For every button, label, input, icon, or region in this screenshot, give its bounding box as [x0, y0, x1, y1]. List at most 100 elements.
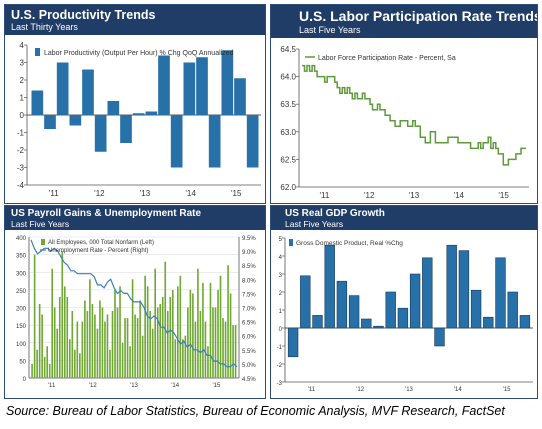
payroll-bar — [74, 349, 76, 378]
payroll-bar — [144, 275, 146, 378]
productivity-bar — [170, 115, 183, 168]
payroll-bar — [48, 363, 51, 378]
participation-chart: 62.0 62.5 63.0 63.5 64.0 64.5 '11 '12 '13 '14 '15 L… — [280, 45, 529, 200]
x-tick-label: '14 — [454, 387, 462, 393]
payroll-bar — [202, 282, 204, 378]
payroll-bar — [36, 349, 38, 378]
payroll-bar — [199, 311, 202, 378]
panel-header: US Real GDP Growth Last Five Years — [271, 206, 537, 230]
payroll-bar — [46, 346, 48, 378]
productivity-bar — [31, 90, 44, 115]
x-tick-label: '13 — [130, 383, 138, 389]
payroll-bar — [126, 318, 129, 378]
payroll-bar — [212, 307, 214, 378]
y-tick-label: -1 — [277, 345, 283, 351]
gdp-bar — [483, 316, 494, 329]
x-tick-label: '14 — [454, 191, 465, 200]
payroll-bar — [86, 311, 89, 378]
productivity-bar — [221, 50, 234, 115]
y-tick-label: 9.5% — [242, 236, 256, 242]
y-tick-label: 250 — [16, 289, 27, 295]
payroll-bar — [111, 311, 114, 378]
payroll-bar — [136, 318, 139, 378]
productivity-bar — [145, 111, 158, 115]
y-tick-label: 9.0% — [242, 250, 256, 256]
payroll-bar — [43, 356, 46, 378]
x-tick-label: '14 — [185, 189, 196, 198]
payroll-bar — [209, 282, 212, 378]
panel-header: US Payroll Gains & Unemployment Rate Las… — [5, 206, 265, 230]
productivity-bar — [56, 62, 69, 115]
y-tick-label: 3 — [279, 273, 283, 279]
productivity-bar — [196, 57, 208, 115]
gdp-bar — [495, 257, 506, 329]
gdp-chart: -3 -2 -1 0 1 2 3 4 5 '11 '12 '13 '14 '15 Gross Domesti… — [277, 237, 533, 393]
productivity-bar — [69, 115, 82, 126]
legend-swatch — [289, 239, 293, 246]
y-tick-label: 4 — [20, 41, 25, 50]
x-tick-label: '11 — [319, 191, 329, 200]
y-tick-label: 8.0% — [242, 278, 256, 284]
payroll-bar — [71, 311, 74, 378]
payroll-bar — [94, 314, 96, 378]
gdp-bar — [300, 275, 311, 329]
source-note: Source: Bureau of Labor Statistics, Bure… — [6, 404, 505, 418]
payroll-bar — [121, 342, 124, 378]
payroll-bar — [41, 314, 43, 378]
gdp-bar — [446, 244, 457, 329]
payroll-bar — [114, 289, 116, 378]
payroll-bar — [189, 289, 192, 378]
payroll-bar — [164, 261, 167, 378]
payroll-bar — [217, 289, 219, 378]
y-tick-label: -1 — [17, 129, 25, 138]
y-tick-label: 8.5% — [242, 264, 256, 270]
payroll-bar — [139, 300, 141, 378]
payroll-bar — [129, 346, 131, 378]
gdp-bar — [324, 244, 335, 329]
y-tick-label: 7.0% — [242, 307, 256, 313]
gdp-bar — [348, 295, 360, 329]
payroll-bar — [174, 339, 177, 378]
payroll-bar — [106, 314, 109, 378]
payroll-bar — [31, 363, 33, 378]
y-tick-label: 62.5 — [280, 155, 296, 164]
gdp-bar — [312, 315, 323, 329]
payroll-bar — [53, 307, 56, 378]
x-tick-label: '14 — [171, 383, 179, 389]
legend-swatch-bars — [41, 239, 45, 245]
payroll-bar — [219, 275, 222, 378]
payroll-bar — [154, 268, 157, 378]
payroll-bar — [109, 349, 111, 378]
y-tick-label: 0 — [20, 111, 25, 120]
payroll-bar — [58, 296, 61, 378]
payroll-bar — [151, 328, 154, 378]
y-tick-label: 5.5% — [242, 349, 256, 355]
payroll-bar — [187, 307, 189, 378]
y-tick-label: 7.5% — [242, 292, 256, 298]
gdp-bar — [458, 250, 470, 329]
y-tick-label: 4 — [279, 255, 283, 261]
y-tick-label: 6.5% — [242, 321, 256, 327]
payroll-bar — [66, 296, 69, 378]
payroll-bar — [38, 303, 41, 378]
productivity-bar — [44, 115, 56, 129]
payroll-bar — [177, 286, 179, 378]
productivity-bar — [183, 62, 196, 115]
y-tick-label: 64.5 — [280, 45, 296, 54]
productivity-bar — [120, 115, 132, 143]
panel-title: US Real GDP Growth — [285, 208, 385, 219]
payroll-bar — [161, 296, 164, 378]
y-tick-label: 350 — [16, 254, 27, 260]
payroll-bar — [76, 321, 79, 378]
gdp-bar — [361, 318, 372, 329]
x-tick-label: '13 — [405, 387, 413, 393]
payroll-bar — [214, 307, 217, 378]
x-tick-label: '15 — [498, 191, 509, 200]
payroll-bar — [232, 325, 234, 378]
gdp-bar — [373, 325, 384, 329]
y-tick-label: -3 — [277, 381, 283, 387]
gdp-bar — [470, 289, 482, 329]
productivity-bar — [246, 115, 259, 168]
payroll-bar — [56, 328, 59, 378]
payroll-bar — [149, 311, 151, 378]
